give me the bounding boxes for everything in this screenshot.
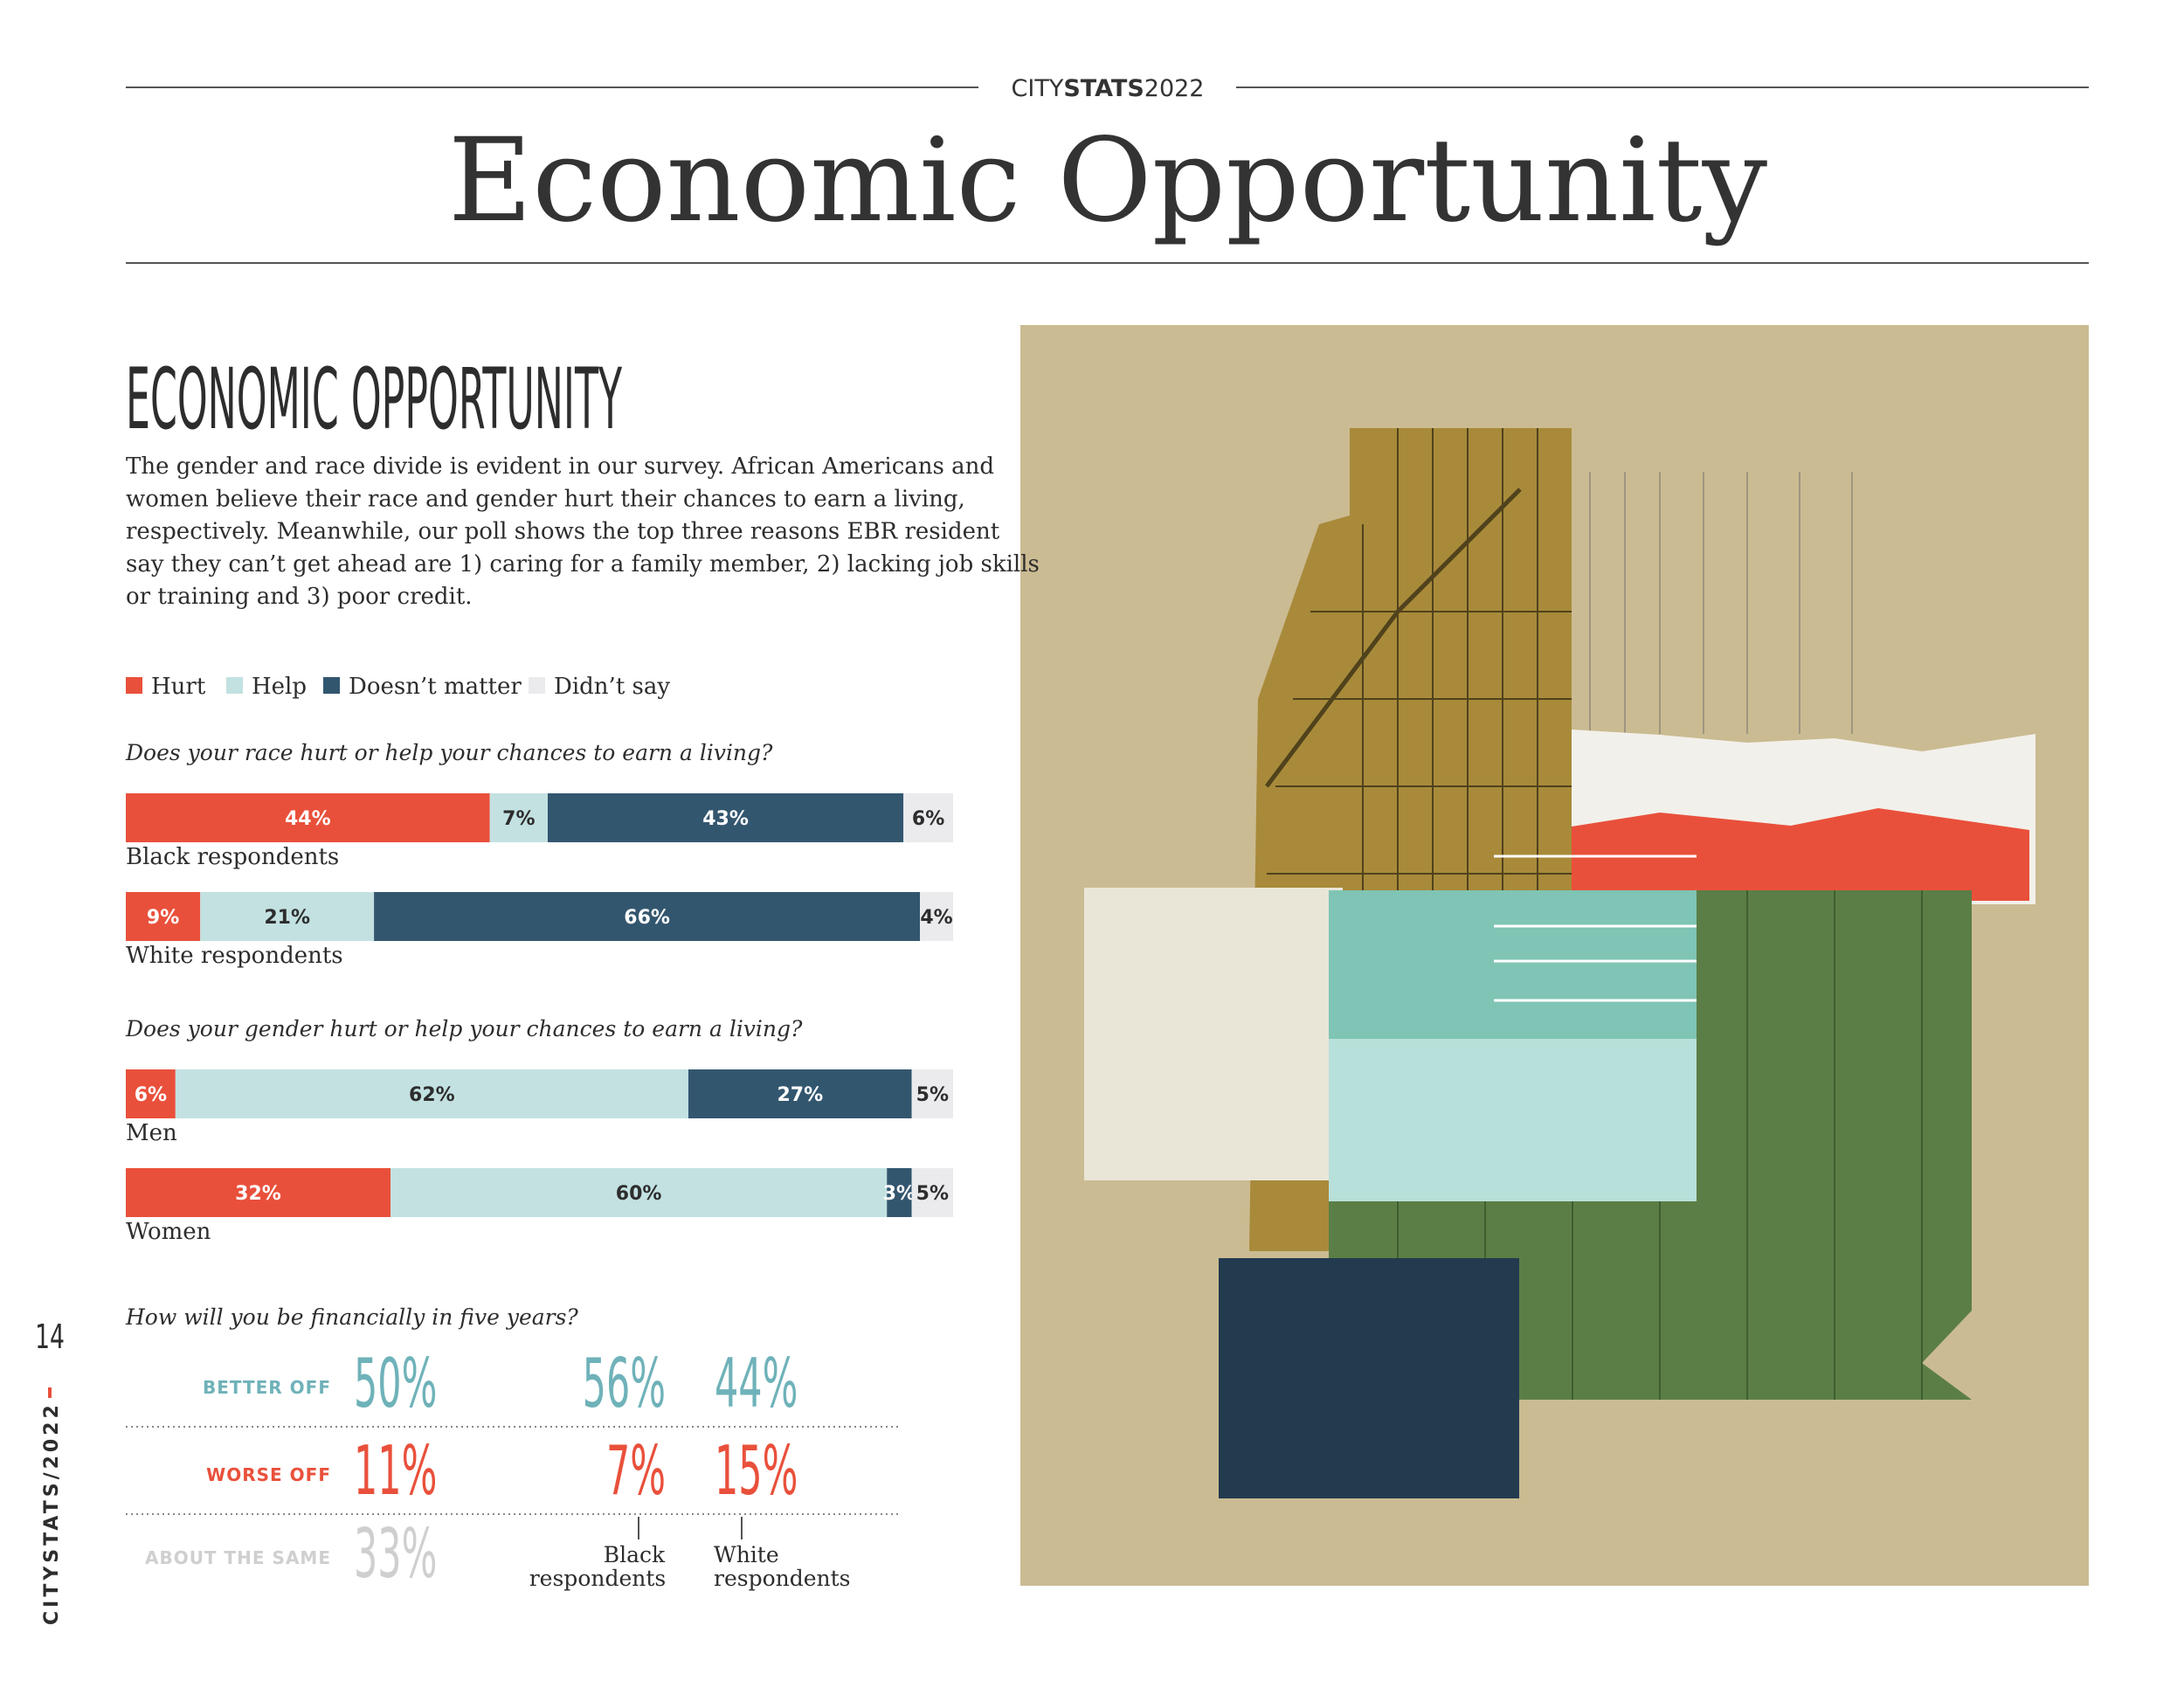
value-label: 6% [135, 1084, 167, 1106]
question: How will you be financially in five year… [125, 1304, 578, 1330]
bar-segment [200, 892, 375, 941]
stat-value: 7% [606, 1431, 666, 1510]
value-label: 32% [235, 1183, 281, 1205]
sidebar-brand: CITYSTATS/2022 [41, 1401, 63, 1625]
stat-value: 33% [354, 1514, 437, 1593]
illustration [1020, 325, 2089, 1586]
legend-swatch [226, 677, 243, 694]
value-label: 5% [916, 1084, 949, 1106]
financial-block: How will you be financially in five year… [125, 1304, 902, 1594]
bar-segment [911, 1168, 953, 1217]
value-label: 7% [502, 808, 535, 830]
body-text: The gender and race divide is evident in… [126, 453, 1040, 610]
stat-value: 50% [354, 1344, 437, 1422]
bar-segment [175, 1069, 688, 1118]
brand-prefix: CITY [1012, 75, 1064, 102]
legend-label: Hurt [151, 674, 206, 700]
value-label: 27% [777, 1084, 823, 1106]
value-label: 60% [616, 1183, 662, 1205]
bar-segment [887, 1168, 912, 1217]
stat-value: 56% [583, 1344, 666, 1422]
value-label: 62% [409, 1084, 455, 1106]
page-number: 14 [35, 1318, 65, 1356]
stat-value: 15% [715, 1431, 798, 1510]
bar-segment [126, 1069, 176, 1118]
column-label: White respondents [714, 1542, 851, 1591]
category-label: Men [126, 1120, 177, 1146]
value-label: 43% [702, 808, 749, 830]
section-heading: ECONOMIC OPPORTUNITY [126, 350, 622, 448]
legend-label: Help [252, 674, 307, 700]
page-title: Economic Opportunity [448, 114, 1768, 248]
bar-segment [374, 892, 921, 941]
legend-label: Doesn’t matter [349, 674, 522, 700]
row-label: ABOUT THE SAME [145, 1547, 331, 1568]
category-label: Black respondents [126, 844, 339, 870]
value-label: 44% [285, 808, 331, 830]
question: Does your gender hurt or help your chanc… [125, 1016, 803, 1041]
brand-bold: STATS [1063, 75, 1144, 102]
body-line: say they can’t get ahead are 1) caring f… [126, 551, 1040, 578]
bar-segment [126, 892, 201, 941]
bar-segment [920, 892, 953, 941]
question: Does your race hurt or help your chances… [125, 740, 773, 765]
stat-value: 44% [715, 1344, 798, 1422]
body-line: or training and 3) poor credit. [126, 584, 473, 610]
brand-suffix: 2022 [1144, 75, 1205, 102]
brand: CITYSTATS2022 [1012, 75, 1205, 102]
column-label: Black respondents [529, 1542, 667, 1591]
legend-swatch [126, 677, 142, 694]
bar-segment [911, 1069, 953, 1118]
bar-segment [547, 793, 904, 842]
row-label: BETTER OFF [203, 1377, 331, 1398]
value-label: 3% [883, 1183, 916, 1205]
body-line: respectively. Meanwhile, our poll shows … [126, 519, 1000, 545]
category-label: White respondents [126, 943, 343, 969]
value-label: 21% [264, 907, 310, 929]
bar-segment [390, 1168, 888, 1217]
bar-segment [903, 793, 953, 842]
value-label: 9% [147, 907, 179, 929]
bar-segment [126, 793, 490, 842]
bar-segment [126, 1168, 391, 1217]
bar-segment [688, 1069, 912, 1118]
bar-chart: Does your race hurt or help your chances… [125, 740, 953, 1245]
legend-label: Didn’t say [554, 674, 670, 700]
legend-swatch [323, 677, 340, 694]
body-line: The gender and race divide is evident in… [126, 453, 994, 480]
value-label: 5% [916, 1183, 949, 1205]
stat-value: 11% [354, 1431, 437, 1510]
bar-segment [489, 793, 548, 842]
legend: Hurt Help Doesn’t matter Didn’t say [126, 674, 670, 700]
body-line: women believe their race and gender hurt… [126, 486, 965, 512]
value-label: 4% [920, 907, 952, 929]
row-label: WORSE OFF [206, 1464, 331, 1485]
value-label: 66% [624, 907, 670, 929]
value-label: 6% [912, 808, 944, 830]
legend-swatch [529, 677, 545, 694]
category-label: Women [126, 1219, 211, 1245]
